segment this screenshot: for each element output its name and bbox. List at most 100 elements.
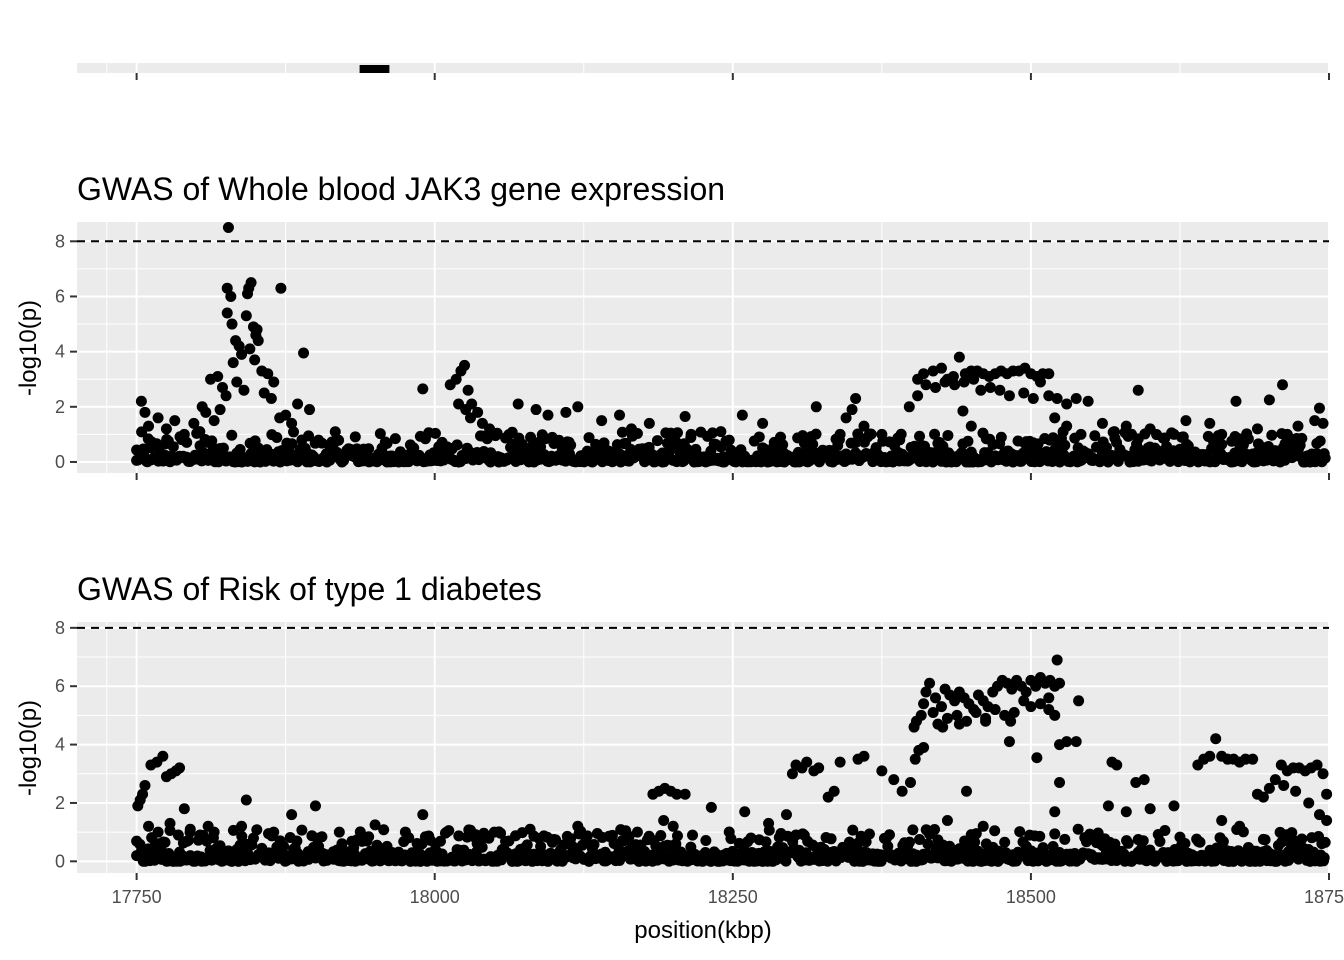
data-point (679, 410, 691, 422)
data-point (1003, 390, 1015, 402)
data-point (1043, 692, 1055, 704)
data-point (286, 417, 298, 429)
data-point (671, 427, 683, 439)
data-point (846, 404, 858, 416)
x-tick-label: 18250 (708, 887, 758, 907)
data-point (937, 721, 949, 733)
data-point (247, 832, 259, 844)
data-point (244, 343, 256, 355)
data-point (810, 401, 822, 413)
data-point (1138, 774, 1150, 786)
data-point (462, 384, 474, 396)
data-point (907, 824, 919, 836)
data-point (1043, 390, 1055, 402)
data-point (1296, 432, 1308, 444)
data-point (825, 833, 837, 845)
y-tick-label: 8 (55, 618, 65, 638)
data-point (739, 806, 751, 818)
data-point (1317, 417, 1329, 429)
data-point (535, 841, 547, 853)
data-point (524, 823, 536, 835)
data-point (1051, 393, 1063, 405)
data-point (852, 428, 864, 440)
data-point (221, 307, 233, 319)
y-tick-label: 8 (55, 231, 65, 251)
data-point (920, 379, 932, 391)
data-point (957, 405, 969, 417)
data-point (858, 420, 870, 432)
data-point (927, 365, 939, 377)
data-point (188, 417, 200, 429)
data-point (1318, 448, 1330, 460)
data-point (286, 809, 298, 821)
data-point (222, 222, 234, 234)
data-point (363, 443, 375, 455)
data-point (888, 774, 900, 786)
data-point (929, 428, 941, 440)
data-point (994, 384, 1006, 396)
data-point (947, 370, 959, 382)
data-point (949, 695, 961, 707)
data-point (1075, 428, 1087, 440)
data-point (920, 686, 932, 698)
data-point (1102, 800, 1114, 812)
data-point (249, 354, 261, 366)
data-point (288, 426, 300, 438)
data-point (581, 830, 593, 842)
data-point (1089, 430, 1101, 442)
jak3-panel-title: GWAS of Whole blood JAK3 gene expression (77, 171, 725, 207)
data-point (1049, 828, 1061, 840)
data-point (178, 803, 190, 815)
data-point (631, 826, 643, 838)
data-point (194, 426, 206, 438)
data-point (596, 415, 608, 427)
x-tick-label: 18000 (410, 887, 460, 907)
data-point (995, 431, 1007, 443)
data-point (470, 846, 482, 858)
data-point (1072, 823, 1084, 835)
y-tick-label: 4 (55, 735, 65, 755)
y-tick-label: 6 (55, 676, 65, 696)
data-point (449, 855, 461, 867)
data-point (1122, 837, 1134, 849)
data-point (763, 817, 775, 829)
data-point (1314, 435, 1326, 447)
data-point (614, 409, 626, 421)
data-point (453, 830, 465, 842)
data-point (152, 826, 164, 838)
data-point (252, 335, 264, 347)
data-point (1073, 695, 1085, 707)
data-point (1266, 429, 1278, 441)
y-tick-label: 2 (55, 793, 65, 813)
data-point (876, 428, 888, 440)
data-point (1020, 686, 1032, 698)
data-point (221, 282, 233, 294)
data-point (949, 379, 961, 391)
t1d-y-axis-title: -log10(p) (15, 700, 42, 796)
data-point (801, 756, 813, 768)
data-point (1034, 698, 1046, 710)
data-point (333, 434, 345, 446)
data-point (403, 832, 415, 844)
data-point (242, 288, 254, 300)
data-point (813, 762, 825, 774)
data-point (807, 438, 819, 450)
data-point (655, 830, 667, 842)
data-point (354, 826, 366, 838)
data-point (1109, 838, 1121, 850)
data-point (459, 359, 471, 371)
data-point (1180, 415, 1192, 427)
data-point (333, 826, 345, 838)
data-point (894, 434, 906, 446)
data-point (1276, 379, 1288, 391)
data-point (172, 829, 184, 841)
data-point (417, 809, 429, 821)
data-point (922, 838, 934, 850)
data-point (275, 282, 287, 294)
data-point (262, 368, 274, 380)
data-point (530, 404, 542, 416)
data-point (298, 347, 310, 359)
data-point (941, 712, 953, 724)
data-point (623, 830, 635, 842)
data-point (1216, 438, 1228, 450)
